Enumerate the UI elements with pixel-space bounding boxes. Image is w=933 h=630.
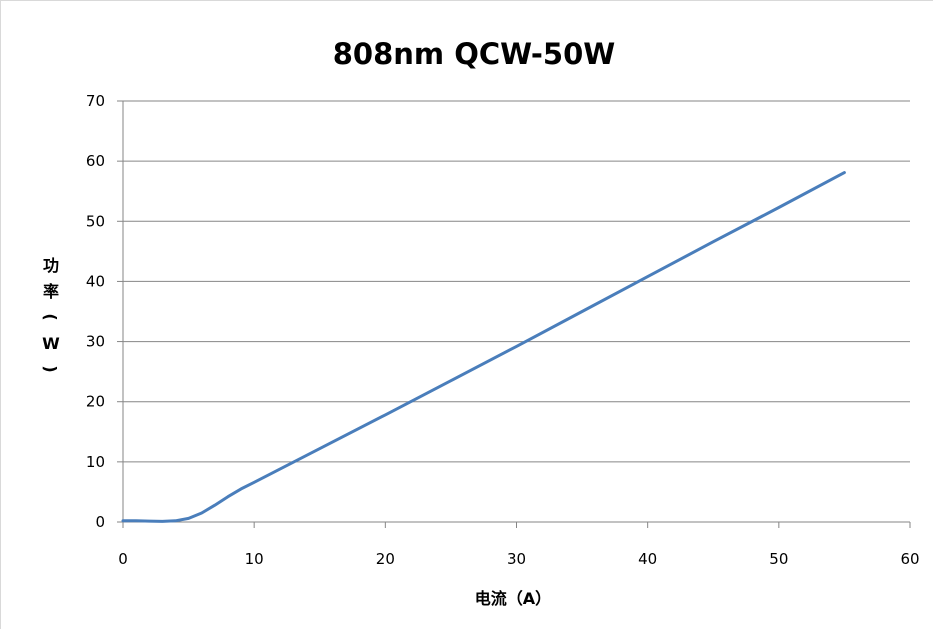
y-tick-label: 20 (86, 393, 105, 411)
x-tick-label: 50 (769, 550, 788, 568)
y-tick-label: 60 (86, 152, 105, 170)
x-tick-label: 60 (900, 550, 919, 568)
y-axis-label: 功率 ( W) (41, 256, 60, 373)
x-tick-label: 30 (507, 550, 526, 568)
y-tick-label: 70 (86, 92, 105, 110)
y-tick-label: 40 (86, 272, 105, 290)
y-axis-label-char: 功 (43, 256, 59, 275)
x-tick-label: 20 (376, 550, 395, 568)
y-axis-label-char: W (42, 334, 60, 353)
x-tick-label: 40 (638, 550, 657, 568)
series-layer (121, 171, 846, 523)
x-tick-label: 0 (118, 550, 128, 568)
y-axis-label-char: 率 (43, 282, 59, 301)
axis-layer: 0 10 20 30 40 50 60 70 0 10 20 30 40 50 60 (86, 92, 920, 568)
series-line-1 (121, 171, 846, 523)
grid-layer (123, 100, 910, 463)
y-axis-label-char: ) (41, 365, 60, 372)
y-tick-label: 50 (86, 212, 105, 230)
x-tick-label: 10 (245, 550, 264, 568)
x-axis-label: 电流（A） (475, 589, 551, 608)
y-tick-label: 30 (86, 333, 105, 351)
y-tick-label: 0 (95, 513, 105, 531)
y-tick-label: 10 (86, 453, 105, 471)
chart-title: 808nm QCW-50W (333, 37, 616, 71)
y-axis-label-char: ( (41, 313, 60, 320)
